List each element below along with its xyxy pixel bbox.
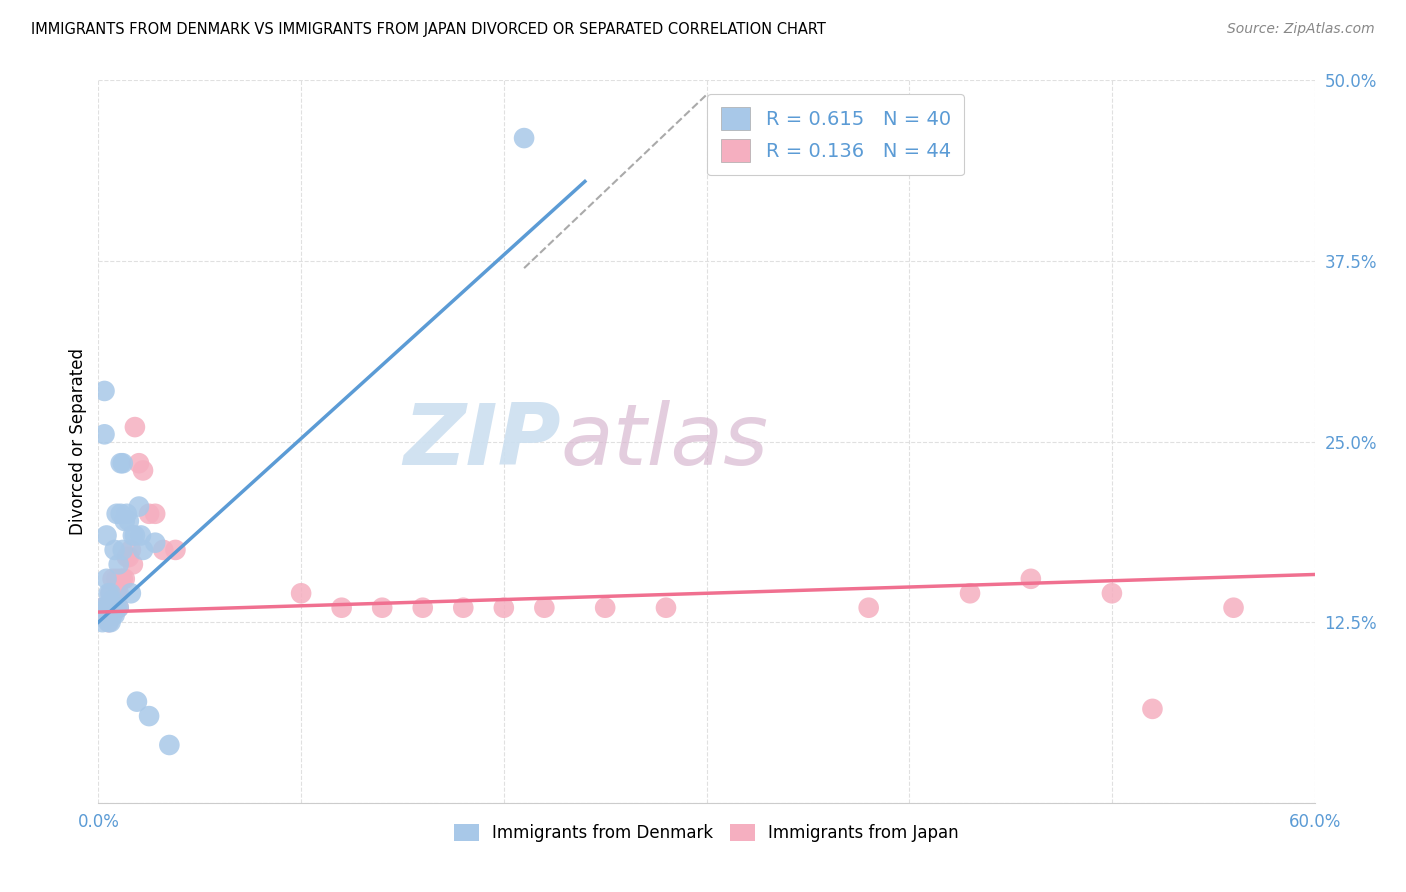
Point	[1222, 600, 1244, 615]
Point	[110, 456, 132, 470]
Point	[107, 600, 129, 615]
Point	[858, 600, 880, 615]
Point	[104, 607, 127, 622]
Point	[132, 463, 155, 477]
Text: atlas: atlas	[561, 400, 769, 483]
Point	[655, 600, 678, 615]
Point	[122, 528, 145, 542]
Point	[93, 384, 115, 398]
Text: Source: ZipAtlas.com: Source: ZipAtlas.com	[1227, 22, 1375, 37]
Point	[91, 600, 114, 615]
Point	[453, 600, 475, 615]
Point	[111, 572, 134, 586]
Point	[129, 528, 152, 542]
Point	[105, 600, 128, 615]
Point	[1142, 702, 1164, 716]
Point	[110, 572, 132, 586]
Point	[138, 709, 160, 723]
Point	[107, 600, 129, 615]
Text: IMMIGRANTS FROM DENMARK VS IMMIGRANTS FROM JAPAN DIVORCED OR SEPARATED CORRELATI: IMMIGRANTS FROM DENMARK VS IMMIGRANTS FR…	[31, 22, 825, 37]
Point	[114, 572, 136, 586]
Point	[157, 738, 180, 752]
Point	[97, 600, 120, 615]
Point	[118, 514, 141, 528]
Legend: Immigrants from Denmark, Immigrants from Japan: Immigrants from Denmark, Immigrants from…	[447, 817, 966, 848]
Point	[593, 600, 616, 615]
Point	[122, 558, 145, 572]
Point	[513, 131, 536, 145]
Point	[124, 528, 146, 542]
Point	[128, 456, 150, 470]
Point	[93, 607, 115, 622]
Point	[100, 586, 122, 600]
Point	[107, 558, 129, 572]
Point	[128, 500, 150, 514]
Point	[101, 600, 124, 615]
Point	[104, 542, 127, 557]
Point	[412, 600, 434, 615]
Point	[100, 586, 122, 600]
Point	[125, 695, 148, 709]
Point	[105, 507, 128, 521]
Point	[97, 615, 120, 630]
Point	[100, 600, 122, 615]
Point	[104, 600, 127, 615]
Point	[101, 607, 124, 622]
Point	[115, 550, 138, 565]
Text: ZIP: ZIP	[404, 400, 561, 483]
Point	[165, 542, 187, 557]
Point	[105, 586, 128, 600]
Point	[120, 542, 142, 557]
Point	[111, 542, 134, 557]
Point	[107, 586, 129, 600]
Point	[101, 572, 124, 586]
Point	[138, 507, 160, 521]
Point	[290, 586, 312, 600]
Point	[1101, 586, 1123, 600]
Point	[152, 542, 174, 557]
Point	[118, 550, 141, 565]
Point	[111, 456, 134, 470]
Point	[105, 572, 128, 586]
Point	[96, 600, 118, 615]
Point	[97, 586, 120, 600]
Point	[96, 572, 118, 586]
Point	[120, 586, 142, 600]
Point	[96, 528, 118, 542]
Point	[143, 507, 166, 521]
Point	[143, 535, 166, 549]
Point	[124, 420, 146, 434]
Point	[97, 600, 120, 615]
Point	[97, 615, 120, 630]
Point	[114, 514, 136, 528]
Point	[101, 600, 124, 615]
Point	[132, 542, 155, 557]
Point	[115, 507, 138, 521]
Point	[100, 600, 122, 615]
Point	[110, 507, 132, 521]
Point	[492, 600, 515, 615]
Point	[96, 600, 118, 615]
Point	[91, 600, 114, 615]
Point	[959, 586, 981, 600]
Point	[1019, 572, 1042, 586]
Point	[533, 600, 555, 615]
Point	[330, 600, 353, 615]
Point	[93, 427, 115, 442]
Point	[100, 615, 122, 630]
Point	[101, 593, 124, 607]
Y-axis label: Divorced or Separated: Divorced or Separated	[69, 348, 87, 535]
Point	[91, 615, 114, 630]
Point	[104, 593, 127, 607]
Point	[371, 600, 394, 615]
